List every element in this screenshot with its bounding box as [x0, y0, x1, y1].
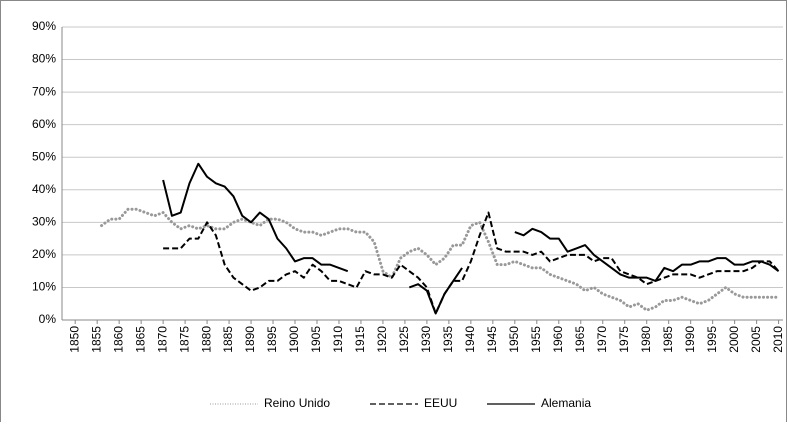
- x-tick-label: 1895: [265, 326, 279, 353]
- x-tick-label: 1965: [573, 326, 587, 353]
- x-tick-label: 1910: [331, 326, 345, 353]
- x-tick-label: 1990: [683, 326, 697, 353]
- x-tick-label: 1880: [199, 326, 213, 353]
- x-tick-label: 1860: [111, 326, 125, 353]
- x-tick-label: 1975: [617, 326, 631, 353]
- x-tick-label: 1970: [595, 326, 609, 353]
- x-tick-label: 1855: [89, 326, 103, 353]
- y-tick-label: 0%: [39, 312, 57, 326]
- x-tick-label: 1890: [243, 326, 257, 353]
- legend-label: Reino Unido: [264, 396, 330, 410]
- x-tick-label: 1925: [397, 326, 411, 353]
- y-tick-label: 60%: [32, 117, 56, 131]
- y-tick-label: 70%: [32, 84, 56, 98]
- x-tick-label: 1935: [441, 326, 455, 353]
- y-tick-label: 90%: [32, 19, 56, 33]
- series-line: [162, 162, 780, 315]
- x-tick-label: 1930: [419, 326, 433, 353]
- x-tick-label: 1950: [507, 326, 521, 353]
- x-tick-label: 1885: [221, 326, 235, 353]
- legend-label: Alemania: [541, 396, 591, 410]
- x-tick-label: 1915: [353, 326, 367, 353]
- x-tick-label: 1920: [375, 326, 389, 353]
- x-tick-label: 1850: [67, 326, 81, 353]
- x-tick-label: 1865: [133, 326, 147, 353]
- x-tick-label: 2000: [727, 326, 741, 353]
- x-tick-label: 1945: [485, 326, 499, 353]
- y-tick-label: 80%: [32, 52, 56, 66]
- y-tick-label: 30%: [32, 215, 56, 229]
- y-tick-label: 20%: [32, 247, 56, 261]
- x-tick-label: 1900: [287, 326, 301, 353]
- y-tick-label: 10%: [32, 280, 56, 294]
- x-tick-label: 1960: [551, 326, 565, 353]
- series-line: [100, 207, 781, 312]
- legend-label: EEUU: [424, 396, 457, 410]
- x-tick-label: 1940: [463, 326, 477, 353]
- series-line: [163, 211, 780, 315]
- x-tick-label: 1995: [705, 326, 719, 353]
- x-tick-label: 1870: [155, 326, 169, 353]
- x-tick-label: 1875: [177, 326, 191, 353]
- x-tick-label: 1980: [639, 326, 653, 353]
- y-tick-label: 50%: [32, 149, 56, 163]
- x-tick-label: 1905: [309, 326, 323, 353]
- x-tick-label: 2005: [749, 326, 763, 353]
- x-tick-label: 2010: [771, 326, 785, 353]
- x-tick-label: 1955: [529, 326, 543, 353]
- y-tick-label: 40%: [32, 182, 56, 196]
- x-tick-label: 1985: [661, 326, 675, 353]
